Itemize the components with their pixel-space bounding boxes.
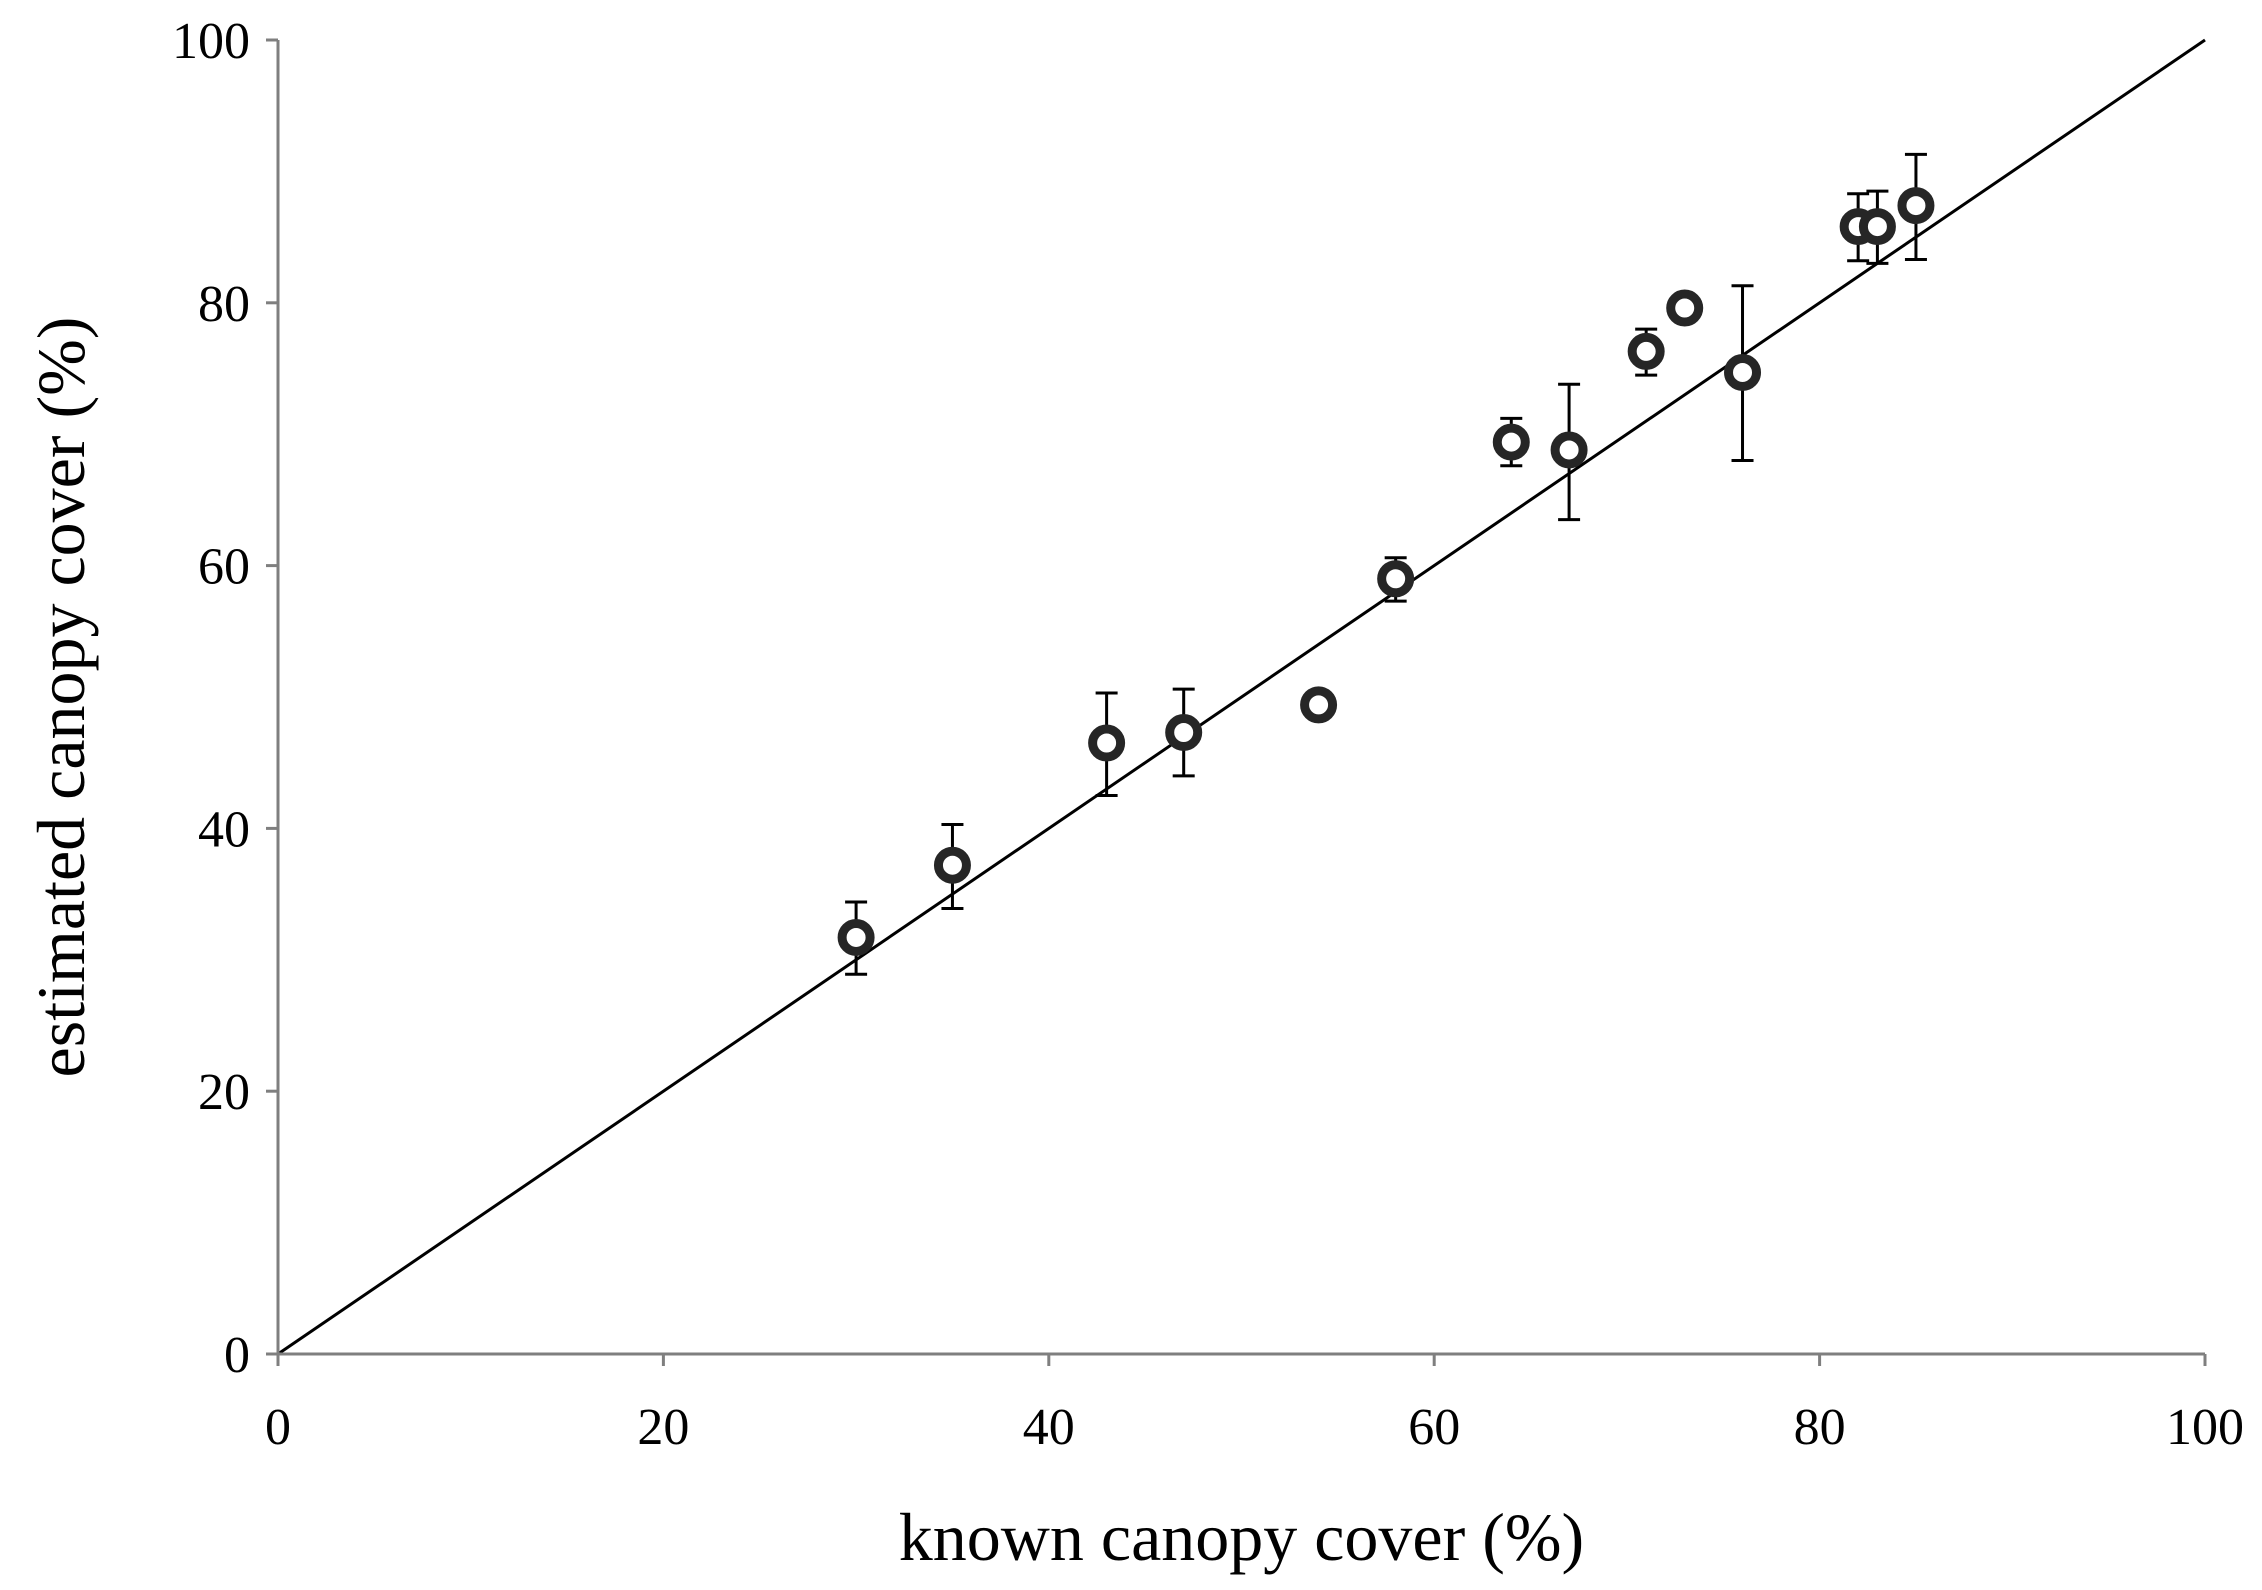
- reference-line-layer: [277, 38, 2206, 1356]
- x-axis-title: known canopy cover (%): [899, 1499, 1584, 1575]
- y-tick-label: 80: [198, 276, 250, 333]
- data-point: [837, 918, 875, 956]
- data-point: [1377, 560, 1415, 598]
- data-point: [1627, 332, 1665, 370]
- y-tick-label: 60: [198, 539, 250, 596]
- x-tick-label: 20: [637, 1399, 689, 1456]
- x-tick-label: 60: [1408, 1399, 1460, 1456]
- one-to-one-line: [277, 38, 2206, 1356]
- x-ticks: 0 20 40 60 80 100: [265, 1354, 2244, 1456]
- data-point: [1088, 724, 1126, 762]
- x-tick-label: 0: [265, 1399, 291, 1456]
- data-point: [933, 846, 971, 884]
- y-tick-label: 0: [224, 1327, 250, 1384]
- data-point: [1492, 423, 1530, 461]
- data-points: [837, 187, 1935, 956]
- data-point: [1666, 289, 1704, 327]
- y-ticks: 0 20 40 60 80 100: [172, 13, 278, 1384]
- data-point: [1897, 187, 1935, 225]
- data-point: [1550, 431, 1588, 469]
- data-point: [1858, 208, 1896, 246]
- y-tick-label: 100: [172, 13, 250, 70]
- data-point: [1165, 713, 1203, 751]
- data-point: [1300, 686, 1338, 724]
- x-tick-label: 80: [1794, 1399, 1846, 1456]
- y-tick-label: 20: [198, 1064, 250, 1121]
- data-point: [1724, 353, 1762, 391]
- x-tick-label: 100: [2166, 1399, 2244, 1456]
- x-tick-label: 40: [1023, 1399, 1075, 1456]
- axes-layer: [276, 40, 2205, 1356]
- y-tick-label: 40: [198, 801, 250, 858]
- y-axis-title: estimated canopy cover (%): [23, 317, 99, 1078]
